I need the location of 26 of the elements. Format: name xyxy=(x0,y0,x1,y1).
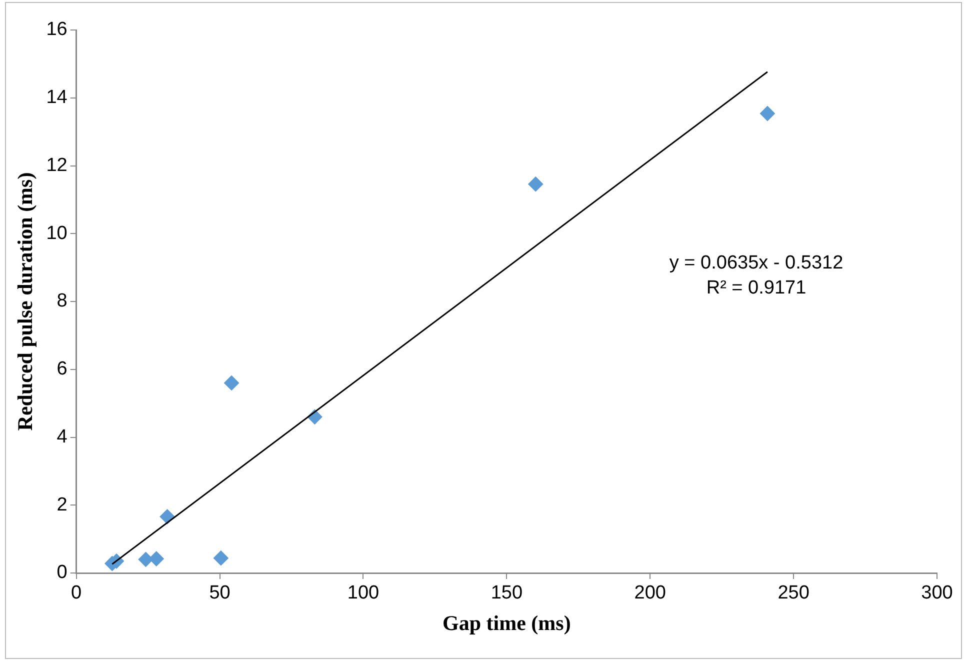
point xyxy=(138,552,154,567)
point xyxy=(224,375,240,390)
x-tick-label: 200 xyxy=(634,582,666,604)
y-tick-label: 4 xyxy=(56,426,68,448)
point xyxy=(213,550,228,566)
y-axis-title: Reduced pulse duration (ms) xyxy=(13,172,38,431)
y-tick-label: 2 xyxy=(56,494,68,516)
x-axis-title: Gap time (ms) xyxy=(442,610,571,635)
x-tick-label: 150 xyxy=(490,582,523,604)
y-tick-label: 10 xyxy=(46,222,68,244)
y-tick-label: 0 xyxy=(56,562,68,584)
x-tick-label: 300 xyxy=(921,582,953,604)
point xyxy=(760,106,775,121)
point xyxy=(148,551,164,566)
x-tick-label: 100 xyxy=(347,582,380,604)
y-tick-label: 8 xyxy=(56,290,68,312)
point xyxy=(160,509,175,524)
point xyxy=(528,176,544,192)
x-tick-label: 250 xyxy=(778,582,810,604)
y-tick-label: 14 xyxy=(46,87,68,108)
y-tick-label: 12 xyxy=(46,154,68,176)
x-tick-label: 50 xyxy=(209,582,230,604)
annotation: y = 0.0635x - 0.5312 R² = 0.9171 xyxy=(669,252,844,299)
y-tick-label: 6 xyxy=(56,358,68,380)
x-tick-label: 0 xyxy=(71,582,82,604)
y-tick-label: 16 xyxy=(46,19,68,40)
